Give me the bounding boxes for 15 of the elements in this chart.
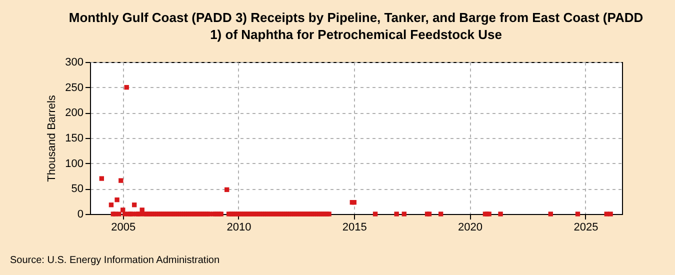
source-note: Source: U.S. Energy Information Administration [10, 255, 220, 266]
y-tick-label: 200 [65, 107, 84, 120]
x-tick-label: 2015 [342, 222, 367, 234]
y-axis-title: Thousand Barrels [46, 94, 58, 182]
x-tick-label: 2025 [574, 222, 598, 234]
y-tick-label: 300 [65, 56, 84, 68]
x-tick-label: 2005 [111, 222, 136, 234]
y-tick-label: 150 [65, 132, 84, 144]
y-tick-label: 0 [77, 208, 84, 220]
y-tick-label: 100 [65, 158, 84, 170]
x-tick-label: 2010 [226, 222, 252, 234]
chart-title: Monthly Gulf Coast (PADD 3) Receipts by Pipeline, Tanker, and Barge from East Coast (PADD 1) of Naphtha for Petrochemical Feedstock Use [68, 10, 644, 42]
y-tick-label: 250 [65, 82, 84, 94]
x-tick-label: 2020 [458, 222, 483, 234]
y-tick-label: 50 [71, 183, 84, 196]
